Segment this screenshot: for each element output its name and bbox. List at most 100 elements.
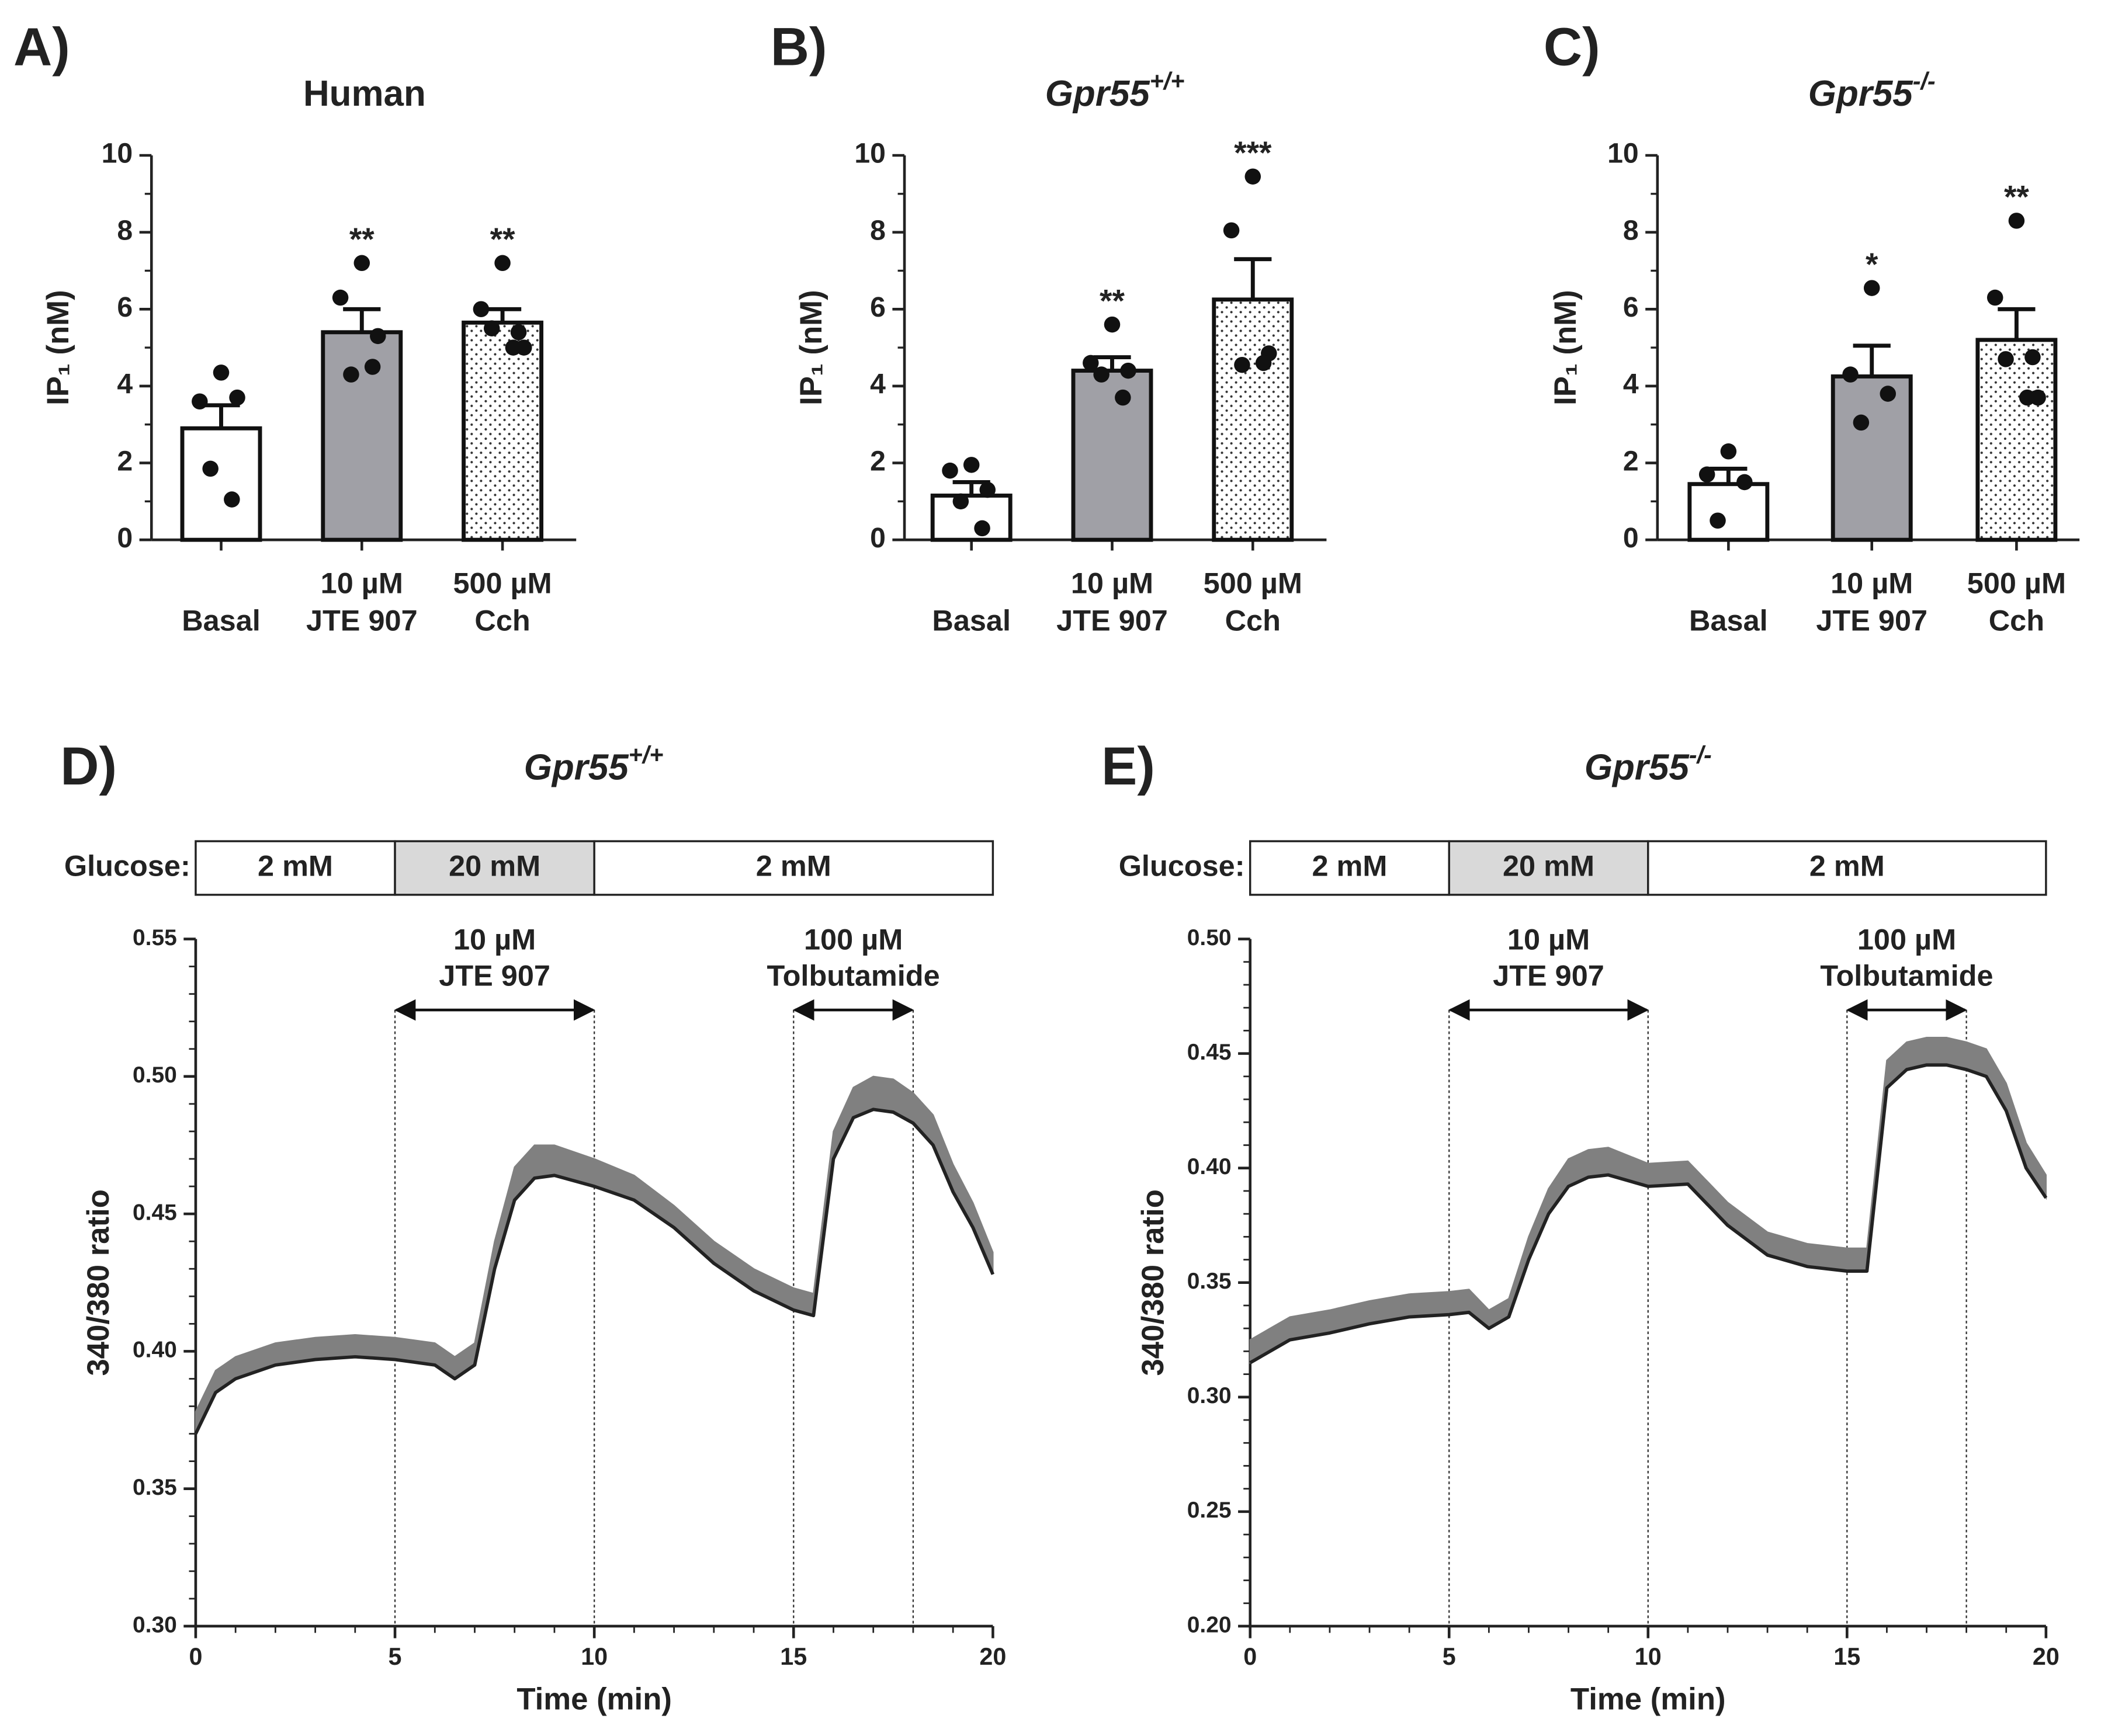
x-tick-label: 10 µM — [1830, 566, 1913, 599]
annotation-label: 100 µM — [1857, 922, 1956, 956]
bar — [1975, 338, 2058, 542]
glucose-segment-label: 2 mM — [1809, 849, 1885, 882]
y-tick-label: 10 — [102, 138, 133, 169]
y-tick-label: 0.25 — [1187, 1498, 1232, 1523]
x-axis-label: Time (min) — [1570, 1682, 1726, 1716]
panel-title: Gpr55+/+ — [1045, 68, 1185, 114]
bar — [1830, 374, 1913, 542]
glucose-segment-label: 20 mM — [449, 849, 540, 882]
x-tick-label: 10 — [1635, 1643, 1662, 1670]
y-axis-label: 340/380 ratio — [1136, 1189, 1170, 1376]
y-tick-label: 2 — [117, 445, 133, 477]
annotation-label: JTE 907 — [1493, 959, 1604, 992]
glucose-segment — [1448, 840, 1649, 896]
x-tick-label: Cch — [1225, 604, 1281, 637]
annotation-label: 100 µM — [804, 922, 903, 956]
panel-label: A) — [13, 17, 70, 77]
data-point — [1115, 389, 1131, 406]
data-point — [370, 328, 386, 345]
data-point — [1842, 366, 1859, 383]
panel-title: Gpr55-/- — [1585, 742, 1712, 788]
bar — [180, 426, 262, 542]
y-tick-label: 8 — [117, 214, 133, 246]
data-point — [1710, 512, 1726, 529]
x-tick-label: 500 µM — [1204, 566, 1302, 599]
x-tick-label: 10 µM — [321, 566, 403, 599]
data-point — [2030, 389, 2046, 406]
x-tick-label: Cch — [474, 604, 530, 637]
data-point — [213, 364, 230, 381]
panel-title: Gpr55-/- — [1808, 68, 1936, 114]
x-tick-label: 15 — [1833, 1643, 1860, 1670]
error-bar — [1998, 307, 2036, 340]
y-tick-label: 0.40 — [133, 1338, 177, 1363]
y-tick-label: 0.35 — [133, 1475, 177, 1500]
y-tick-label: 0.50 — [1187, 925, 1232, 950]
data-point — [2008, 213, 2025, 229]
error-bar — [1234, 257, 1272, 300]
data-point — [963, 457, 980, 473]
x-tick-label: JTE 907 — [1816, 604, 1927, 637]
data-point — [364, 359, 381, 375]
mean-line — [1249, 1063, 2048, 1365]
glucose-segment — [1647, 840, 2047, 896]
annotation-label: 10 µM — [453, 922, 536, 956]
y-tick-label: 0.30 — [1187, 1383, 1232, 1408]
data-point — [1720, 443, 1737, 460]
data-point — [1244, 168, 1261, 185]
data-point — [1853, 414, 1870, 431]
x-tick-label: 5 — [389, 1643, 402, 1670]
data-point — [1104, 316, 1121, 333]
title-text: Gpr55 — [524, 748, 629, 788]
data-point — [1120, 362, 1136, 379]
data-point — [1083, 355, 1099, 371]
bar — [930, 494, 1013, 542]
data-point — [202, 460, 219, 477]
significance: ** — [349, 221, 375, 257]
bar — [321, 330, 403, 542]
significance: *** — [1234, 134, 1272, 171]
x-tick-label: Cch — [1989, 604, 2044, 637]
glucose-segment — [1249, 840, 1450, 896]
x-tick-label: 10 — [581, 1643, 608, 1670]
data-point — [332, 289, 349, 306]
error-bar — [1093, 355, 1131, 371]
annotation-label: JTE 907 — [439, 959, 550, 992]
y-tick-label: 0.55 — [133, 925, 177, 950]
x-tick-label: 10 µM — [1071, 566, 1153, 599]
y-tick-label: 0.30 — [133, 1612, 177, 1637]
data-point — [1255, 355, 1272, 371]
y-tick-label: 0.35 — [1187, 1269, 1232, 1294]
data-point — [952, 493, 969, 510]
x-tick-label: 5 — [1443, 1643, 1456, 1670]
title-text: Human — [303, 74, 426, 114]
x-axis-label: Time (min) — [516, 1682, 672, 1716]
data-point — [516, 339, 532, 356]
y-tick-label: 0 — [117, 522, 133, 554]
bar — [1071, 369, 1153, 542]
y-tick-label: 4 — [1623, 369, 1639, 400]
title-text: Gpr55 — [1585, 748, 1690, 788]
data-point — [1863, 280, 1880, 296]
y-axis-label: IP₁ (nM) — [1548, 290, 1583, 405]
x-tick-label: JTE 907 — [306, 604, 418, 637]
y-tick-label: 0 — [870, 522, 886, 554]
panel-title: Gpr55+/+ — [524, 742, 664, 788]
data-point — [483, 320, 500, 336]
y-tick-label: 10 — [854, 138, 886, 169]
bar — [1212, 297, 1294, 542]
x-tick-label: 20 — [2033, 1643, 2060, 1670]
y-tick-label: 2 — [870, 445, 886, 477]
title-text: Gpr55 — [1808, 74, 1913, 114]
y-tick-label: 10 — [1607, 138, 1639, 169]
data-point — [1223, 222, 1240, 239]
panel-label: C) — [1544, 17, 1600, 77]
data-point — [1998, 351, 2014, 367]
error-bar — [952, 480, 990, 496]
error-bar — [202, 403, 240, 429]
title-superscript: +/+ — [629, 742, 664, 769]
y-tick-label: 0.40 — [1187, 1154, 1232, 1179]
title-text: Gpr55 — [1045, 74, 1150, 114]
y-tick-label: 8 — [870, 214, 886, 246]
